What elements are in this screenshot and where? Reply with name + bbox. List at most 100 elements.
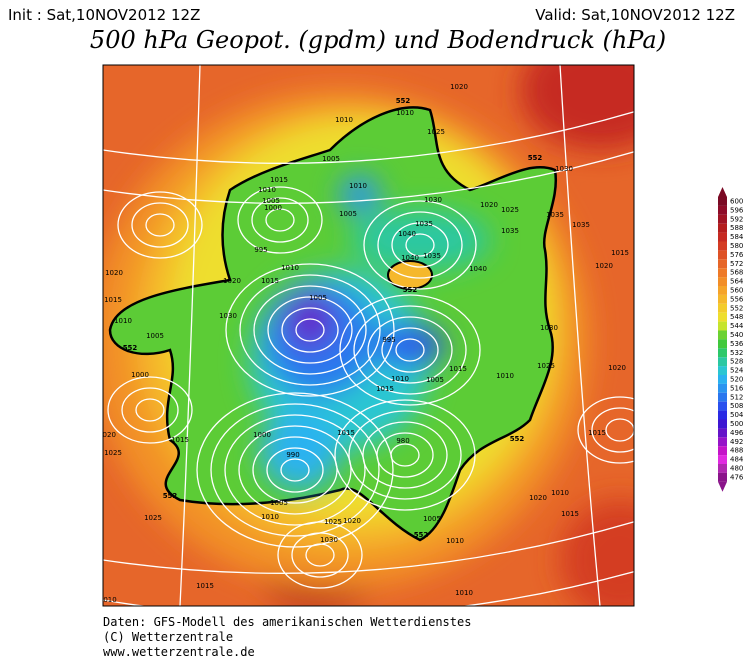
colorbar-cell xyxy=(718,472,727,482)
isobar xyxy=(103,111,634,164)
colorbar-label: 496 xyxy=(730,429,744,437)
colorbar-cell xyxy=(718,232,727,242)
isobar-label: 995 xyxy=(382,336,395,344)
isobar-label: 1005 xyxy=(423,515,441,523)
isobar xyxy=(377,211,463,279)
isobar-label: 1015 xyxy=(449,365,467,373)
isobar xyxy=(362,421,448,489)
isobar-label: 1035 xyxy=(501,227,519,235)
isobar xyxy=(591,407,634,453)
valid-time: Valid: Sat,10NOV2012 12Z xyxy=(535,6,735,24)
isobar-label: 1035 xyxy=(572,221,590,229)
footer-line: (C) Wetterzentrale xyxy=(103,630,233,644)
isobar-label: 1005 xyxy=(270,499,288,507)
isobar xyxy=(277,521,363,589)
isobar xyxy=(238,425,352,515)
isobar xyxy=(267,296,353,364)
isobar-label: 1040 xyxy=(469,265,487,273)
colorbar-label: 512 xyxy=(730,393,743,401)
isobar xyxy=(280,458,310,482)
map-title: 500 hPa Geopot. (gpdm) und Bodendruck (h… xyxy=(90,26,666,54)
colorbar-label: 508 xyxy=(730,402,743,410)
isobar xyxy=(353,305,467,395)
isobar-label: 1005 xyxy=(322,155,340,163)
isobar-label: 1010 xyxy=(114,317,132,325)
contour-label: 552 xyxy=(396,97,411,105)
isobar xyxy=(265,208,295,232)
isobar xyxy=(390,443,420,467)
isobar-label: 1015 xyxy=(611,249,629,257)
isobar xyxy=(395,338,425,362)
isobar-label: 1035 xyxy=(546,211,564,219)
isobar xyxy=(376,432,434,478)
map-field: 1020 1010 1025 1010 1005 1010 1005 1015 1010 1005… xyxy=(98,65,634,606)
isobar xyxy=(103,570,634,606)
colorbar-cell xyxy=(718,375,727,384)
isobar-label: 1030 xyxy=(424,196,442,204)
map-frame xyxy=(102,64,635,607)
isobar-label: 1020 xyxy=(105,269,123,277)
colorbar-label: 584 xyxy=(730,233,744,241)
contour-label: 552 xyxy=(163,492,178,500)
isobar xyxy=(145,213,175,237)
isobar xyxy=(577,396,634,464)
isobar xyxy=(391,222,449,268)
isobar-label: 1000 xyxy=(253,431,271,439)
colorbar-label: 492 xyxy=(730,438,743,446)
colorbar-label: 568 xyxy=(730,269,743,277)
colorbar-cell xyxy=(718,330,727,340)
isobar xyxy=(103,521,634,574)
colorbar-label: 592 xyxy=(730,215,743,223)
colorbar-label: 532 xyxy=(730,349,743,357)
isobar-label: 1005 xyxy=(309,294,327,302)
isobar-label: 990 xyxy=(286,451,299,459)
colorbar-label: 484 xyxy=(730,456,744,464)
isobar-label: 1020 xyxy=(529,494,547,502)
isobar-label: 1015 xyxy=(171,436,189,444)
colorbar-label: 548 xyxy=(730,313,743,321)
isobar xyxy=(225,263,395,397)
colorbar-cell xyxy=(718,205,727,215)
contour-label: 552 xyxy=(528,154,543,162)
contour-label: 552 xyxy=(403,286,418,294)
isobar-labels: 1020 1010 1025 1010 1005 1010 1005 1015 1010 1005… xyxy=(98,83,629,604)
colorbar-cap xyxy=(718,187,727,197)
colorbar-cell xyxy=(718,392,727,402)
isobar xyxy=(135,398,165,422)
isobar-label: 1025 xyxy=(501,206,519,214)
isobar-label: 1015 xyxy=(376,385,394,393)
isobar-label: 1020 xyxy=(608,364,626,372)
isobar xyxy=(367,316,453,384)
isobar-label: 1010 xyxy=(551,489,569,497)
isobar-label: 1010 xyxy=(258,186,276,194)
isobar-label: 995 xyxy=(254,246,267,254)
isobar-label: 980 xyxy=(396,437,409,445)
isobar-label: 1020 xyxy=(223,277,241,285)
isobar-label: 1010 xyxy=(335,116,353,124)
colorbar-cell xyxy=(718,366,727,375)
isobar-label: 1030 xyxy=(320,536,338,544)
colorbar-cell xyxy=(718,419,727,429)
isobar xyxy=(121,387,179,433)
isobar xyxy=(107,376,193,444)
isobar-label: 1030 xyxy=(540,324,558,332)
colorbar-cell xyxy=(718,312,727,322)
isobar-label: 1010 xyxy=(496,372,514,380)
isobar xyxy=(131,202,189,248)
isobar xyxy=(251,197,309,243)
colorbar-label: 564 xyxy=(730,278,744,286)
isobar-label: 1010 xyxy=(281,264,299,272)
isobar-label: 1025 xyxy=(537,362,555,370)
isobar-label: 1010 xyxy=(261,513,279,521)
isobar-label: 1015 xyxy=(588,429,606,437)
colorbar-cell xyxy=(718,259,727,269)
colorbar-cell xyxy=(718,401,727,411)
contour-label: 552 xyxy=(123,344,138,352)
colorbar-cell xyxy=(718,410,727,420)
isobar-label: 1010 xyxy=(396,109,414,117)
isobar-label: 1020 xyxy=(98,431,116,439)
footer-line: www.wetterzentrale.de xyxy=(103,645,255,659)
isobar-label: 1035 xyxy=(423,252,441,260)
isobar xyxy=(224,414,366,526)
